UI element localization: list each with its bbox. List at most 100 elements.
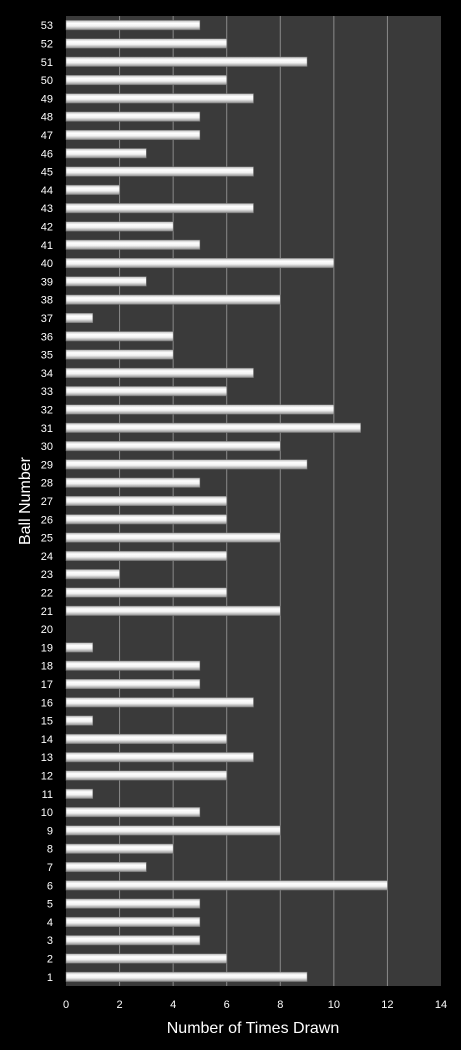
bars xyxy=(65,20,388,982)
y-tick-label: 4 xyxy=(47,917,53,929)
bar-ball-44 xyxy=(65,184,120,195)
bar-ball-40 xyxy=(65,258,335,269)
y-tick-label: 52 xyxy=(41,38,53,50)
y-tick-label: 24 xyxy=(41,551,53,563)
bar-ball-26 xyxy=(65,514,227,525)
bar-ball-33 xyxy=(65,386,227,397)
bar-ball-38 xyxy=(65,294,281,305)
bar-ball-13 xyxy=(65,752,254,763)
y-tick-label: 51 xyxy=(41,57,53,69)
bar-ball-19 xyxy=(65,642,94,653)
y-tick-label: 23 xyxy=(41,569,53,581)
y-tick-label: 3 xyxy=(47,935,53,947)
y-tick-label: 20 xyxy=(41,624,53,636)
bar-ball-49 xyxy=(65,93,254,104)
bar-ball-3 xyxy=(65,935,201,946)
y-tick-label: 10 xyxy=(41,807,53,819)
bar-ball-11 xyxy=(65,788,94,799)
bar-ball-45 xyxy=(65,166,254,177)
y-tick-label: 25 xyxy=(41,533,53,545)
bar-ball-1 xyxy=(65,971,308,982)
y-tick-label: 22 xyxy=(41,588,53,600)
y-tick-label: 44 xyxy=(41,185,53,197)
x-axis-title: Number of Times Drawn xyxy=(167,1020,340,1037)
y-axis-title: Ball Number xyxy=(17,456,34,545)
y-tick-label: 12 xyxy=(41,771,53,783)
y-tick-label: 50 xyxy=(41,75,53,87)
y-tick-label: 45 xyxy=(41,167,53,179)
y-tick-label: 8 xyxy=(47,844,53,856)
y-tick-label: 32 xyxy=(41,404,53,416)
bar-ball-29 xyxy=(65,459,308,470)
bar-ball-36 xyxy=(65,331,174,342)
y-tick-label: 38 xyxy=(41,295,53,307)
bar-ball-53 xyxy=(65,20,201,31)
x-tick-label: 10 xyxy=(328,999,340,1011)
y-tick-label: 28 xyxy=(41,478,53,490)
y-tick-label: 33 xyxy=(41,386,53,398)
bar-ball-48 xyxy=(65,111,201,122)
y-tick-label: 5 xyxy=(47,899,53,911)
y-tick-label: 47 xyxy=(41,130,53,142)
bar-ball-35 xyxy=(65,349,174,360)
y-tick-label: 19 xyxy=(41,642,53,654)
bar-ball-28 xyxy=(65,477,201,488)
x-tick-label: 0 xyxy=(63,999,69,1011)
x-tick-labels: 0 2 4 6 8 10 12 14 xyxy=(63,999,447,1011)
bar-ball-14 xyxy=(65,733,227,744)
y-tick-label: 17 xyxy=(41,679,53,691)
y-tick-label: 18 xyxy=(41,661,53,673)
x-tick-label: 2 xyxy=(117,999,123,1011)
bar-ball-31 xyxy=(65,422,361,433)
y-tick-label: 35 xyxy=(41,350,53,362)
x-tick-label: 6 xyxy=(224,999,230,1011)
bar-ball-7 xyxy=(65,862,147,873)
y-tick-label: 53 xyxy=(41,20,53,32)
y-tick-label: 49 xyxy=(41,93,53,105)
y-tick-label: 37 xyxy=(41,313,53,325)
y-tick-label: 2 xyxy=(47,954,53,966)
bar-ball-5 xyxy=(65,898,201,909)
bar-ball-17 xyxy=(65,679,201,690)
bar-ball-42 xyxy=(65,221,174,232)
bar-ball-23 xyxy=(65,569,120,580)
y-tick-label: 7 xyxy=(47,862,53,874)
y-tick-label: 41 xyxy=(41,240,53,252)
bar-ball-46 xyxy=(65,148,147,159)
bar-ball-30 xyxy=(65,441,281,452)
bar-ball-25 xyxy=(65,532,281,543)
y-tick-label: 48 xyxy=(41,112,53,124)
bar-ball-16 xyxy=(65,697,254,708)
y-tick-label: 34 xyxy=(41,368,53,380)
y-tick-label: 40 xyxy=(41,258,53,270)
x-tick-label: 8 xyxy=(277,999,283,1011)
y-tick-label: 6 xyxy=(47,880,53,892)
bar-ball-24 xyxy=(65,550,227,561)
y-tick-label: 21 xyxy=(41,606,53,618)
y-tick-label: 42 xyxy=(41,221,53,233)
bar-ball-52 xyxy=(65,38,227,49)
bar-ball-47 xyxy=(65,129,201,140)
x-tick-label: 12 xyxy=(381,999,393,1011)
y-tick-label: 27 xyxy=(41,496,53,508)
bar-ball-21 xyxy=(65,605,281,616)
bar-ball-22 xyxy=(65,587,227,598)
bar-ball-2 xyxy=(65,953,227,964)
bar-ball-27 xyxy=(65,495,227,507)
y-tick-labels: 1234567891011121314151617181920212223242… xyxy=(41,20,53,984)
y-tick-label: 1 xyxy=(47,972,53,984)
bar-ball-4 xyxy=(65,916,201,927)
bar-ball-51 xyxy=(65,56,308,67)
y-tick-label: 9 xyxy=(47,825,53,837)
bar-ball-18 xyxy=(65,660,201,671)
y-tick-label: 15 xyxy=(41,716,53,728)
y-tick-label: 29 xyxy=(41,459,53,471)
bar-ball-15 xyxy=(65,715,94,726)
y-tick-label: 30 xyxy=(41,441,53,453)
bar-ball-8 xyxy=(65,843,174,854)
bar-ball-50 xyxy=(65,75,227,86)
bar-ball-43 xyxy=(65,203,254,214)
bar-ball-9 xyxy=(65,825,281,836)
y-tick-label: 36 xyxy=(41,331,53,343)
